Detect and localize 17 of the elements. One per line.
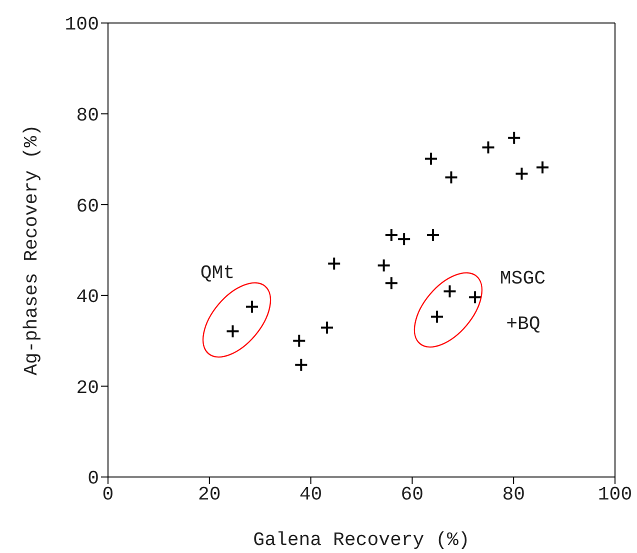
x-tick-label: 80 <box>502 483 526 506</box>
x-axis-title: Galena Recovery (%) <box>253 529 470 551</box>
x-tick-label: 0 <box>102 483 114 506</box>
y-tick-label: 0 <box>88 468 99 490</box>
y-tick-label: 20 <box>76 376 99 399</box>
x-tick-label: 20 <box>198 483 221 506</box>
x-tick-label: 40 <box>299 483 322 506</box>
x-tick-label: 100 <box>598 483 632 506</box>
y-tick-label: 60 <box>76 195 99 218</box>
y-tick-label: 100 <box>64 14 99 36</box>
annotation: +BQ <box>506 313 540 335</box>
y-axis-title: Ag-phases Recovery (%) <box>20 124 43 376</box>
y-tick-label: 40 <box>76 286 99 308</box>
annotation: MSGC <box>500 268 546 290</box>
x-tick-label: 60 <box>400 483 424 506</box>
annotation: QMt <box>200 262 235 284</box>
y-tick-label: 80 <box>76 104 99 127</box>
